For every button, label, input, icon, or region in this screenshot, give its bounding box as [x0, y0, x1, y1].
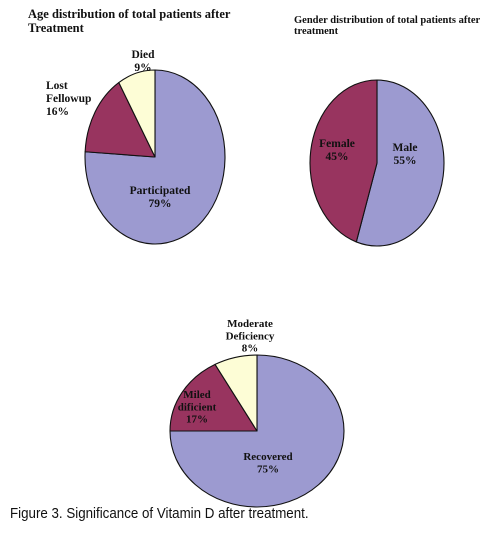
slice-label-male: Male 55% — [393, 142, 418, 167]
slice-label-miled-dificient: Miled dificient 17% — [178, 389, 217, 426]
slice-label-moderate-deficiency: Moderate Deficiency 8% — [226, 318, 275, 355]
chart-2-title: Gender distribution of total patients af… — [294, 15, 480, 38]
slice-label-female: Female 45% — [319, 138, 355, 163]
pie-slice-recovered — [169, 354, 345, 508]
figure-caption: Figure 3. Significance of Vitamin D afte… — [10, 506, 309, 522]
pie-slice-moderate-deficiency — [214, 354, 258, 432]
pie-slice-male — [355, 79, 445, 247]
pie-slice-miled-dificient — [169, 363, 258, 432]
slice-label-lost-fellowup: Lost Fellowup 16% — [46, 80, 91, 118]
slice-label-died: Died 9% — [132, 49, 156, 74]
chart-1-title: Age distribution of total patients after… — [28, 7, 231, 35]
pie-slice-female — [309, 79, 378, 243]
pie-slice-lost-fellowup — [84, 82, 156, 158]
pie-slice-died — [118, 69, 156, 158]
slice-label-participated: Participated 79% — [130, 185, 191, 210]
slice-label-recovered: Recovered 75% — [243, 451, 292, 475]
